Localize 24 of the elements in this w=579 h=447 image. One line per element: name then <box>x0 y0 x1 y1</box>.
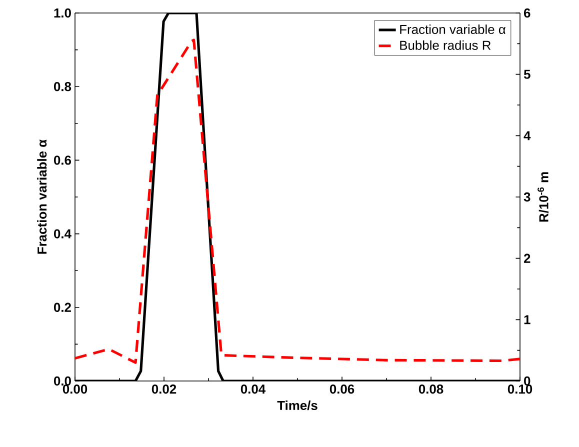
y-tick-label: 1.0 <box>54 8 71 18</box>
x-tick-label: 0.08 <box>418 384 444 394</box>
y2-tick-label: 1 <box>524 315 530 324</box>
y2-tick-label: 4 <box>524 131 531 140</box>
y2-tick-label: 6 <box>524 8 530 18</box>
x-tick-label: 0.06 <box>330 384 354 394</box>
legend-label: Fraction variable α <box>400 24 506 34</box>
y2-tick-label: 2 <box>524 254 530 263</box>
y-tick-label: 0.2 <box>54 302 71 312</box>
y2-tick-label: 3 <box>524 192 530 202</box>
y-tick-label: 0.4 <box>54 229 72 238</box>
y-tick-label: 0.6 <box>54 156 72 165</box>
x-axis-title: Time/s <box>277 400 318 410</box>
legend-label: Bubble radius R <box>400 40 491 50</box>
y-axis-title: Fraction variable α <box>37 140 47 254</box>
x-tick-label: 0.10 <box>508 384 532 394</box>
x-tick-label: 0.04 <box>240 384 266 394</box>
x-tick-label: 0.00 <box>62 384 88 394</box>
y-tick-label: 0.8 <box>54 82 72 92</box>
y2-axis-title: R/10$^{-6}$ m <box>538 172 548 222</box>
y2-tick-label: 0 <box>524 376 530 386</box>
y2-tick-label: 5 <box>524 70 530 79</box>
x-tick-label: 0.02 <box>152 384 176 394</box>
y-tick-label: 0.0 <box>54 376 71 386</box>
